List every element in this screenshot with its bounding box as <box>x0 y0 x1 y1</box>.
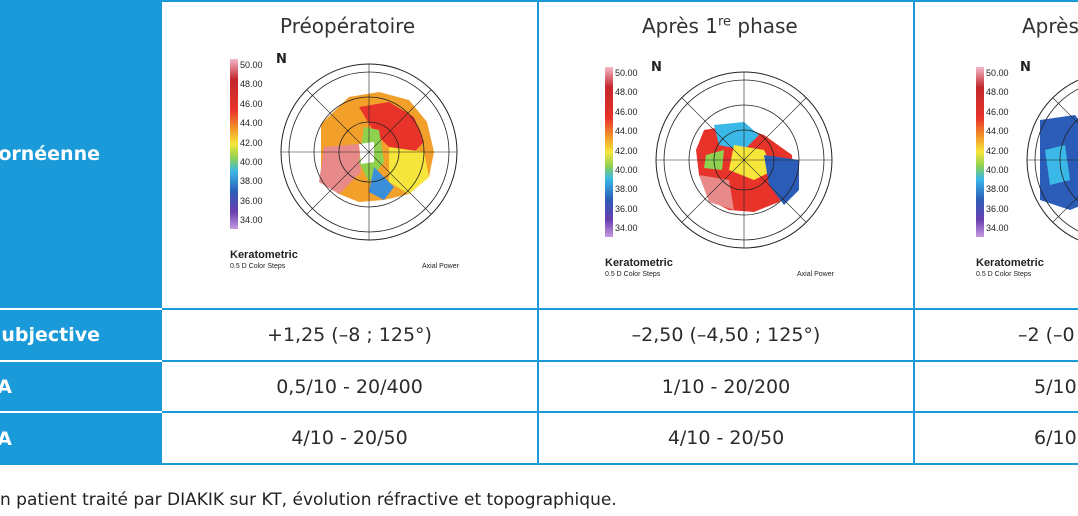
cell-subjective-phase2: –2 (–0 <box>1018 324 1075 346</box>
cell-row4-preop: 4/10 - 20/50 <box>291 427 408 449</box>
cell-row3-phase2: 5/10 <box>1034 375 1077 398</box>
cell-row4-phase2: 6/10 <box>1034 427 1077 449</box>
north-label-preop: N <box>276 52 287 67</box>
column-header-preop: Préopératoire <box>280 14 416 38</box>
results-table: ornéenne ubjective A A Préopératoire Apr… <box>0 0 1078 465</box>
scale-labels-preop: 50.00 48.00 46.00 44.00 42.00 40.00 38.00 36.… <box>240 60 263 226</box>
row-label-topography: ornéenne <box>0 0 162 308</box>
row-label-subjective: ubjective <box>0 310 162 360</box>
row-label-4: A <box>0 413 162 465</box>
row-label-3: A <box>0 362 162 411</box>
topography-map-phase1: Keratometric 0.5 D Color Steps Axial Pow… <box>605 67 835 278</box>
figure-caption: n patient traité par DIAKIK sur KT, évol… <box>0 490 617 510</box>
row-divider <box>162 360 1078 362</box>
table-border-bottom <box>162 463 1078 465</box>
label-divider <box>0 308 162 310</box>
map-subtitle: 0.5 D Color Steps <box>230 263 286 270</box>
column-divider <box>537 0 539 465</box>
north-label-phase2: N <box>1020 60 1031 75</box>
row-divider <box>162 308 1078 310</box>
cell-row3-phase1: 1/10 - 20/200 <box>661 375 791 398</box>
column-header-phase2: Après <box>1022 14 1078 38</box>
cell-row4-phase1: 4/10 - 20/50 <box>667 427 785 449</box>
north-label-phase1: N <box>651 60 662 75</box>
cell-subjective-phase1: –2,50 (–4,50 ; 125°) <box>631 324 821 346</box>
topography-map-phase2: Keratometric 0.5 D Color Steps <box>976 67 1078 278</box>
map-title: Keratometric <box>976 257 1044 269</box>
column-divider <box>913 0 915 465</box>
label-divider <box>0 360 162 362</box>
scale-labels-phase2: 50.00 48.00 46.00 44.00 42.00 40.00 38.00 36.… <box>986 68 1009 234</box>
map-subtitle: 0.5 D Color Steps <box>976 271 1032 278</box>
row-divider <box>162 411 1078 413</box>
map-mode: Axial Power <box>422 263 460 270</box>
column-header-phase1: Après 1re phase <box>642 14 798 38</box>
cell-row3-preop: 0,5/10 - 20/400 <box>276 375 423 398</box>
cell-subjective-preop: +1,25 (–8 ; 125°) <box>267 324 432 346</box>
label-divider <box>0 411 162 413</box>
map-mode: Axial Power <box>797 271 835 278</box>
scale-labels-phase1: 50.00 48.00 46.00 44.00 42.00 40.00 38.00 36.… <box>615 68 638 234</box>
table-border-top <box>162 0 1078 2</box>
map-title: Keratometric <box>230 249 298 261</box>
topography-map-preop: Keratometric 0.5 D Color Steps Axial Pow… <box>230 59 460 270</box>
map-title: Keratometric <box>605 257 673 269</box>
map-subtitle: 0.5 D Color Steps <box>605 271 661 278</box>
